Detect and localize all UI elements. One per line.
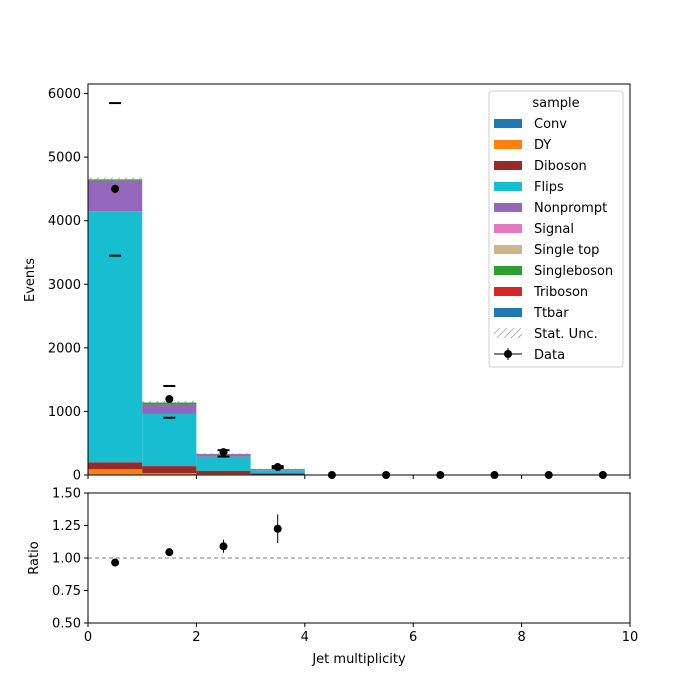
bar-dy-bin-0 — [88, 469, 143, 475]
legend-swatch-signal — [494, 224, 522, 233]
ratio-x-tick-label-4: 8 — [517, 630, 525, 645]
bar-diboson-bin-2 — [196, 470, 251, 475]
data-point-2 — [219, 448, 228, 457]
legend-label-diboson: Diboson — [534, 159, 587, 174]
ratio-point-1 — [165, 548, 174, 557]
stat-unc-bin-0 — [88, 177, 143, 182]
ratio-x-tick-label-5: 10 — [622, 630, 639, 645]
ratio-x-tick-label-3: 6 — [409, 630, 417, 645]
bar-nonprompt-bin-1 — [142, 404, 197, 414]
main-x-axis-ticks — [87, 475, 631, 479]
ratio-axes-frame — [87, 492, 631, 624]
ratio-points — [111, 514, 282, 567]
data-point-3 — [273, 463, 282, 472]
ratio-y-axis-label: Ratio — [27, 541, 42, 574]
bar-diboson-bin-0 — [88, 462, 143, 470]
legend-label-stat-unc: Stat. Unc. — [534, 327, 598, 342]
main-y-tick-label-3: 3000 — [48, 278, 81, 293]
legend-label-triboson: Triboson — [533, 285, 588, 300]
legend-label-single-top: Single top — [534, 243, 599, 258]
ratio-point-0 — [111, 558, 120, 567]
ratio-y-tick-label-0: 0.50 — [52, 617, 81, 632]
legend-swatch-singleboson — [494, 266, 522, 275]
main-y-axis-ticks: 0 1000 2000 3000 4000 5000 6000 — [48, 87, 88, 484]
ratio-x-axis-ticks: 0 2 4 6 8 10 — [84, 623, 638, 645]
legend-label-flips: Flips — [534, 180, 564, 195]
main-y-tick-label-0: 0 — [73, 469, 81, 484]
main-panel: 0 1000 2000 3000 4000 5000 6000 Events sample … — [23, 83, 631, 484]
legend-label-dy: DY — [534, 138, 551, 153]
legend-label-nonprompt: Nonprompt — [534, 201, 607, 216]
legend-label-ttbar: Ttbar — [533, 306, 569, 321]
ratio-y-axis-ticks: 0.50 0.75 1.00 1.25 1.50 — [52, 487, 88, 632]
legend-swatch-flips — [494, 182, 522, 191]
bar-diboson-bin-3 — [250, 473, 305, 475]
bar-dy-bin-1 — [142, 473, 197, 475]
bar-diboson-bin-1 — [142, 466, 197, 474]
main-y-tick-label-4: 4000 — [48, 214, 81, 229]
x-axis-label: Jet multiplicity — [311, 652, 406, 667]
ratio-y-tick-label-4: 1.50 — [52, 487, 81, 502]
legend-label-conv: Conv — [534, 117, 567, 132]
bar-flips-bin-3 — [250, 470, 305, 474]
legend: sample Conv DY Diboson Flips Nonprompt Signal… — [488, 90, 624, 368]
ratio-y-tick-label-2: 1.00 — [52, 552, 81, 567]
data-point-1 — [165, 395, 174, 404]
main-y-tick-label-5: 5000 — [48, 151, 81, 166]
legend-box — [488, 90, 624, 368]
data-points — [111, 184, 607, 479]
legend-title: sample — [532, 96, 579, 111]
legend-swatch-diboson — [494, 161, 522, 170]
data-point-0 — [111, 184, 120, 193]
ratio-panel: 0.50 0.75 1.00 1.25 1.50 0 2 4 6 8 10 Ratio Jet m… — [27, 487, 638, 668]
bar-flips-bin-2 — [196, 456, 251, 471]
main-y-tick-label-1: 1000 — [48, 405, 81, 420]
ratio-x-tick-label-2: 4 — [301, 630, 309, 645]
ratio-point-3 — [273, 524, 282, 533]
main-y-axis-label: Events — [23, 258, 38, 302]
main-axes-frame — [87, 83, 631, 476]
legend-label-data: Data — [534, 348, 565, 363]
bar-flips-bin-0 — [88, 211, 143, 463]
ratio-y-tick-label-3: 1.25 — [52, 519, 81, 534]
legend-label-signal: Signal — [534, 222, 574, 237]
legend-swatch-data-marker — [504, 350, 512, 358]
bar-flips-bin-1 — [142, 413, 197, 467]
legend-swatch-nonprompt — [494, 203, 522, 212]
legend-swatch-triboson — [494, 287, 522, 296]
legend-swatch-single-top — [494, 245, 522, 254]
legend-label-singleboson: Singleboson — [534, 264, 613, 279]
ratio-x-tick-label-0: 0 — [84, 630, 92, 645]
ratio-point-2 — [219, 542, 228, 551]
legend-entries: Conv DY Diboson Flips Nonprompt Signal Single … — [494, 117, 613, 363]
ratio-x-tick-label-1: 2 — [192, 630, 200, 645]
legend-swatch-ttbar — [494, 308, 522, 317]
stacked-histogram — [88, 179, 305, 475]
legend-swatch-conv — [494, 119, 522, 128]
ratio-y-tick-label-1: 0.75 — [52, 584, 81, 599]
legend-swatch-stat-unc — [494, 328, 522, 338]
main-y-tick-label-2: 2000 — [48, 341, 81, 356]
main-y-tick-label-6: 6000 — [48, 87, 81, 102]
legend-swatch-dy — [494, 140, 522, 149]
